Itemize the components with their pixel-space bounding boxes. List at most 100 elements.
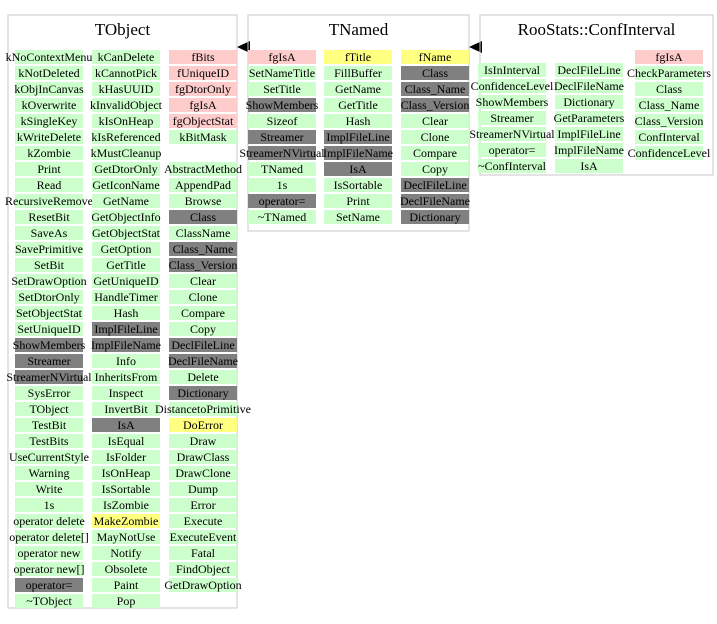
member-cell bbox=[478, 111, 546, 125]
member-label: Dictionary bbox=[563, 95, 614, 109]
member-cell bbox=[15, 194, 83, 208]
member-cell bbox=[92, 578, 160, 592]
member-cell bbox=[15, 594, 83, 608]
member-cell bbox=[92, 514, 160, 528]
member-cell bbox=[92, 466, 160, 480]
member-label: MayNotUse bbox=[97, 530, 156, 544]
member-label: GetDrawOption bbox=[164, 578, 241, 592]
member-cell bbox=[248, 162, 316, 176]
member-label: DistancetoPrimitive bbox=[155, 402, 251, 416]
member-cell bbox=[92, 498, 160, 512]
member-label: Obsolete bbox=[105, 562, 148, 576]
member-label: SetDrawOption bbox=[11, 274, 86, 288]
member-cell bbox=[92, 338, 160, 352]
member-label: UseCurrentStyle bbox=[9, 450, 89, 464]
member-label: ~TObject bbox=[26, 594, 72, 608]
member-label: Notify bbox=[110, 546, 141, 560]
member-cell bbox=[324, 210, 392, 224]
member-label: SetTitle bbox=[263, 82, 301, 96]
member-cell bbox=[248, 114, 316, 128]
member-cell bbox=[15, 306, 83, 320]
member-cell bbox=[478, 143, 546, 157]
member-label: DeclFileLine bbox=[403, 178, 466, 192]
member-label: TestBits bbox=[29, 434, 68, 448]
member-cell bbox=[169, 178, 237, 192]
member-label: fBits bbox=[191, 50, 215, 64]
member-cell bbox=[324, 146, 392, 160]
member-cell bbox=[169, 370, 237, 384]
member-cell bbox=[92, 130, 160, 144]
member-cell bbox=[92, 450, 160, 464]
member-label: Class_Version bbox=[169, 258, 238, 272]
member-cell bbox=[15, 578, 83, 592]
member-label: ~TNamed bbox=[258, 210, 306, 224]
member-cell bbox=[478, 159, 546, 173]
member-label: operator= bbox=[259, 194, 306, 208]
member-cell bbox=[248, 178, 316, 192]
member-cell bbox=[92, 194, 160, 208]
member-cell bbox=[15, 162, 83, 176]
member-cell bbox=[248, 194, 316, 208]
member-cell bbox=[15, 418, 83, 432]
member-label: kObjInCanvas bbox=[14, 82, 84, 96]
member-cell bbox=[248, 146, 316, 160]
member-label: AppendPad bbox=[175, 178, 231, 192]
member-label: Sizeof bbox=[267, 114, 298, 128]
member-label: Compare bbox=[181, 306, 225, 320]
member-cell bbox=[169, 194, 237, 208]
member-cell bbox=[169, 82, 237, 96]
member-label: GetOption bbox=[101, 242, 152, 256]
member-label: Paint bbox=[114, 578, 139, 592]
member-cell bbox=[169, 466, 237, 480]
member-label: kSingleKey bbox=[21, 114, 78, 128]
member-label: kNotDeleted bbox=[18, 66, 79, 80]
member-label: ImplFileLine bbox=[557, 127, 620, 141]
member-cell bbox=[15, 338, 83, 352]
member-label: IsA bbox=[349, 162, 367, 176]
member-cell bbox=[15, 546, 83, 560]
member-label: DeclFileName bbox=[554, 79, 624, 93]
member-cell bbox=[401, 50, 469, 64]
member-cell bbox=[324, 130, 392, 144]
member-label: SetNameTitle bbox=[249, 66, 315, 80]
member-label: ResetBit bbox=[28, 210, 70, 224]
member-cell bbox=[92, 434, 160, 448]
member-label: Read bbox=[37, 178, 62, 192]
member-cell bbox=[555, 159, 623, 173]
member-label: IsA bbox=[580, 159, 598, 173]
member-cell bbox=[92, 226, 160, 240]
member-label: ConfidenceLevel bbox=[471, 79, 554, 93]
member-cell bbox=[169, 114, 237, 128]
member-label: StreamerNVirtual bbox=[469, 127, 555, 141]
member-label: Streamer bbox=[490, 111, 533, 125]
member-label: IsEqual bbox=[108, 434, 145, 448]
member-label: Clear bbox=[422, 114, 448, 128]
member-cell bbox=[635, 130, 703, 144]
member-cell bbox=[169, 514, 237, 528]
member-cell bbox=[15, 210, 83, 224]
member-cell bbox=[92, 306, 160, 320]
member-cell bbox=[15, 466, 83, 480]
member-label: IsFolder bbox=[106, 450, 146, 464]
member-label: Clone bbox=[189, 290, 218, 304]
member-cell bbox=[169, 402, 237, 416]
member-cell bbox=[15, 434, 83, 448]
member-cell bbox=[478, 95, 546, 109]
member-label: DrawClone bbox=[175, 466, 230, 480]
member-label: fgIsA bbox=[189, 98, 217, 112]
member-label: DoError bbox=[183, 418, 223, 432]
member-label: operator= bbox=[489, 143, 536, 157]
member-label: Copy bbox=[422, 162, 448, 176]
member-label: DeclFileName bbox=[168, 354, 238, 368]
member-cell bbox=[555, 63, 623, 77]
member-label: InvertBit bbox=[104, 402, 148, 416]
class-title: TNamed bbox=[329, 20, 389, 39]
member-label: Class_Name bbox=[405, 82, 466, 96]
member-label: Info bbox=[116, 354, 136, 368]
member-label: fgIsA bbox=[268, 50, 296, 64]
member-label: Print bbox=[346, 194, 370, 208]
member-cell bbox=[92, 370, 160, 384]
member-cell bbox=[401, 162, 469, 176]
member-label: Streamer bbox=[260, 130, 303, 144]
